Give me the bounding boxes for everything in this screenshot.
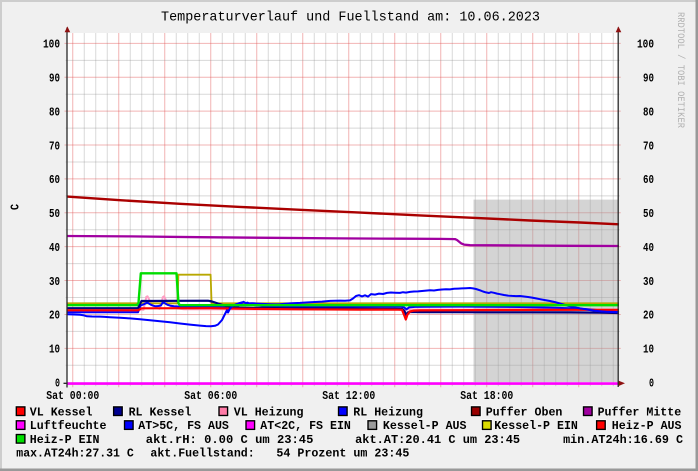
svg-text:Temperaturverlauf und Fuellsta: Temperaturverlauf und Fuellstand am: 10.… [161,10,540,26]
svg-text:Puffer Mitte: Puffer Mitte [598,405,682,419]
svg-text:40: 40 [643,241,654,255]
svg-text:60: 60 [643,173,654,187]
svg-text:Kessel-P AUS: Kessel-P AUS [383,419,467,433]
svg-text:Puffer Oben: Puffer Oben [486,405,563,419]
svg-text:C: C [9,204,23,210]
svg-text:min.AT24h:16.69 C: min.AT24h:16.69 C [563,433,683,447]
svg-text:Sat 06:00: Sat 06:00 [184,389,237,403]
svg-text:RRDTOOL / TOBI OETIKER: RRDTOOL / TOBI OETIKER [674,12,686,128]
svg-text:30: 30 [49,275,60,289]
svg-text:RL Heizung: RL Heizung [353,405,423,419]
svg-text:90: 90 [643,72,654,86]
svg-text:VL Heizung: VL Heizung [234,405,304,419]
svg-text:70: 70 [643,139,654,153]
svg-text:70: 70 [49,139,60,153]
svg-text:54 Prozent um 23:45: 54 Prozent um 23:45 [276,446,409,460]
svg-text:0: 0 [55,377,60,391]
svg-text:AT<2C, FS EIN: AT<2C, FS EIN [260,419,351,433]
svg-text:Heiz-P EIN: Heiz-P EIN [30,433,100,447]
svg-text:80: 80 [643,106,654,120]
svg-text:60: 60 [49,173,60,187]
svg-text:RL Kessel: RL Kessel [129,405,192,419]
svg-text:20: 20 [643,309,654,323]
svg-text:Kessel-P EIN: Kessel-P EIN [494,419,578,433]
svg-text:akt.rH: 0.00 C um 23:45: akt.rH: 0.00 C um 23:45 [146,433,314,447]
svg-text:100: 100 [43,38,60,52]
svg-text:Sat 12:00: Sat 12:00 [322,389,375,403]
svg-text:akt.AT:20.41 C um 23:45: akt.AT:20.41 C um 23:45 [355,433,520,447]
svg-text:max.AT24h:27.31 C: max.AT24h:27.31 C [16,446,134,460]
svg-text:10: 10 [643,343,654,357]
svg-text:80: 80 [49,106,60,120]
svg-text:30: 30 [643,275,654,289]
svg-text:VL Kessel: VL Kessel [30,405,93,419]
svg-text:100: 100 [637,38,654,52]
svg-text:Luftfeuchte: Luftfeuchte [30,419,107,433]
svg-text:Heiz-P AUS: Heiz-P AUS [612,419,682,433]
svg-text:20: 20 [49,309,60,323]
svg-text:0: 0 [649,377,654,391]
svg-text:Sat 00:00: Sat 00:00 [46,389,99,403]
svg-text:AT>5C, FS AUS: AT>5C, FS AUS [138,419,229,433]
svg-text:40: 40 [49,241,60,255]
svg-text:10: 10 [49,343,60,357]
svg-text:50: 50 [49,207,60,221]
svg-text:90: 90 [49,72,60,86]
svg-text:50: 50 [643,207,654,221]
svg-text:Sat 18:00: Sat 18:00 [460,389,513,403]
svg-text:akt.Fuellstand:: akt.Fuellstand: [150,446,254,460]
